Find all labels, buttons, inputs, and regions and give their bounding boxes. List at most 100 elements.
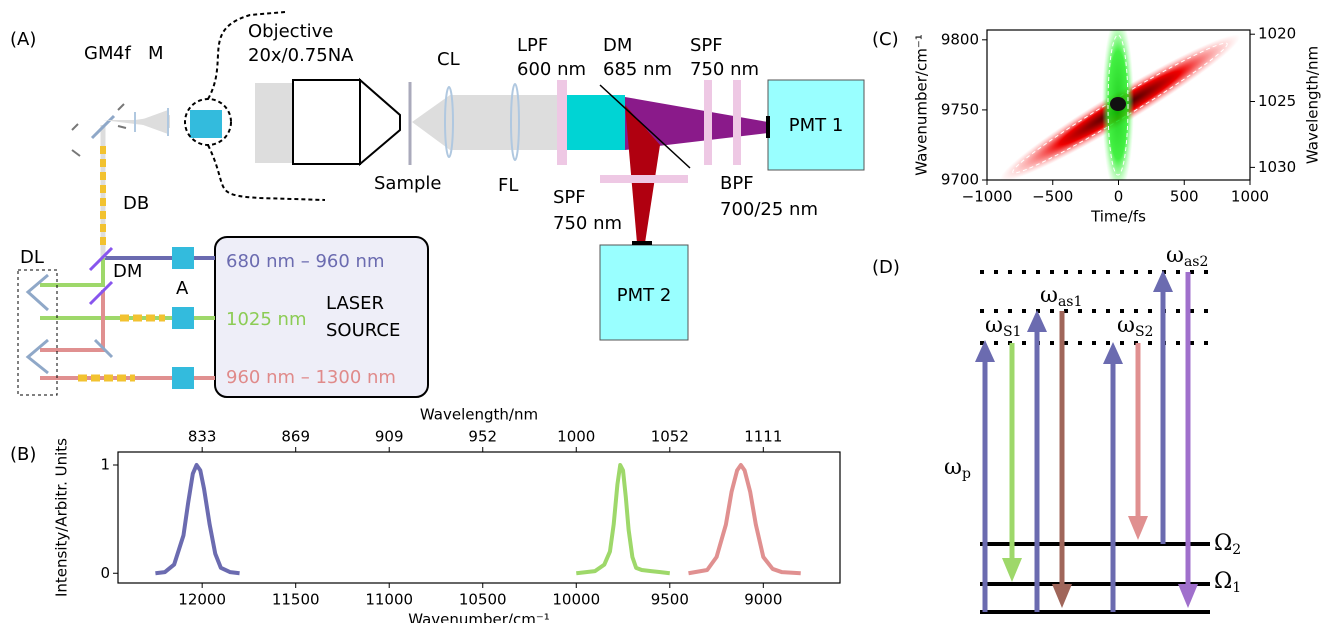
arrowhead (1103, 342, 1123, 364)
level-label: ωp (944, 455, 971, 482)
y2-tick-label: 1025 (1258, 92, 1296, 110)
subscript: as2 (1184, 254, 1208, 270)
beam (625, 97, 768, 150)
x2-tick-label: 869 (281, 428, 310, 446)
subscript: S2 (1135, 324, 1154, 340)
galvo (90, 114, 116, 140)
label: FL (498, 175, 518, 196)
y-tick-label: 9700 (941, 171, 979, 189)
x-tick-label: 12000 (178, 591, 226, 609)
symbol: ω (1117, 313, 1135, 338)
label: 750 nm (690, 59, 759, 80)
arrowhead (1027, 310, 1047, 332)
plot-frame (117, 451, 841, 584)
label: Sample (374, 173, 442, 194)
y2-axis-label: Wavelength/nm (1304, 46, 1322, 164)
label: PMT 1 (789, 115, 844, 136)
setup (17, 11, 865, 398)
label: DM (603, 35, 632, 56)
beam (135, 110, 168, 134)
x-tick-label: 500 (1170, 188, 1199, 206)
arrowhead (1153, 270, 1173, 292)
panel-label: (B) (10, 444, 36, 465)
arrowhead (1178, 584, 1198, 608)
label: SPF (553, 187, 586, 208)
label: PMT 2 (617, 285, 672, 306)
label: DL (20, 247, 44, 268)
y-tick-label: 1 (100, 455, 110, 473)
filter (557, 80, 567, 165)
x2-axis-label: Wavelength/nm (420, 406, 538, 424)
lens (444, 86, 454, 158)
label: SOURCE (326, 320, 400, 341)
arrowhead (1002, 558, 1022, 582)
filter (733, 80, 741, 165)
modulator (172, 367, 194, 389)
subscript: as1 (1058, 294, 1082, 310)
setup-labels: GM 4f M Objective 20x/0.75NA Sample CL L… (20, 21, 843, 388)
zoom-lines (207, 11, 326, 201)
x2-tick-label: 952 (468, 428, 497, 446)
lens (510, 83, 520, 161)
mirror-box (190, 110, 222, 138)
symbol: Ω (1214, 569, 1232, 594)
delay-line (17, 269, 58, 396)
x-tick-label: 9000 (744, 591, 782, 609)
x-tick-label: 9500 (651, 591, 689, 609)
label: 1025 nm (226, 309, 306, 330)
beam (255, 83, 295, 163)
subscript: S1 (1003, 324, 1022, 340)
x-axis-label: Wavenumber/cm⁻¹ (408, 611, 550, 623)
label: LPF (517, 35, 548, 56)
beam (625, 105, 660, 243)
label: 750 nm (553, 213, 622, 234)
dichroic (599, 84, 691, 169)
arrowhead (1128, 516, 1148, 540)
level-label: ωS2 (1117, 313, 1153, 340)
level-label: Ω1 (1214, 569, 1241, 596)
arrows (975, 270, 1198, 612)
filter (704, 80, 712, 165)
x2-tick-label: 1111 (744, 428, 782, 446)
x2-tick-label: 1000 (557, 428, 595, 446)
label: SPF (690, 35, 723, 56)
x-tick-label: 10500 (459, 591, 507, 609)
pmt (599, 244, 689, 341)
level-label: ωas1 (1040, 283, 1082, 310)
label: 700/25 nm (720, 199, 818, 220)
label: M (148, 43, 164, 64)
label: A (176, 278, 189, 299)
y-axis-label: Intensity/Arbitr. Units (53, 438, 71, 597)
label: 4f (113, 43, 131, 64)
x-tick-label: 10000 (552, 591, 600, 609)
label: Objective (248, 21, 333, 42)
level-label: ωS1 (985, 313, 1021, 340)
subscript: p (962, 466, 971, 482)
subscript: 2 (1232, 542, 1241, 558)
galvo-arrows (71, 103, 127, 157)
line (688, 462, 801, 576)
level-label: Ω2 (1214, 531, 1241, 558)
mirror (25, 273, 50, 312)
x-tick-label: 0 (1114, 188, 1124, 206)
objective (292, 79, 361, 165)
x-tick-label: 11500 (272, 591, 320, 609)
symbol: ω (1166, 243, 1184, 268)
level-labels: ωp ωS1 ωas1 ωS2 ωas2 Ω2 Ω1 (944, 243, 1241, 596)
arrowhead (1052, 584, 1072, 608)
symbol: Ω (1214, 531, 1232, 556)
dichroic (88, 280, 114, 306)
label: 600 nm (517, 59, 586, 80)
contour (1107, 34, 1129, 176)
beam (412, 95, 557, 150)
panel-label: (A) (10, 29, 36, 50)
level-label: ωas2 (1166, 243, 1208, 270)
line (576, 462, 671, 576)
label: 680 nm – 960 nm (226, 251, 384, 272)
pmt (767, 79, 865, 171)
energy-diagram (975, 270, 1210, 614)
modulator (172, 307, 194, 329)
spectrogram (999, 30, 1241, 180)
beam (567, 95, 625, 150)
